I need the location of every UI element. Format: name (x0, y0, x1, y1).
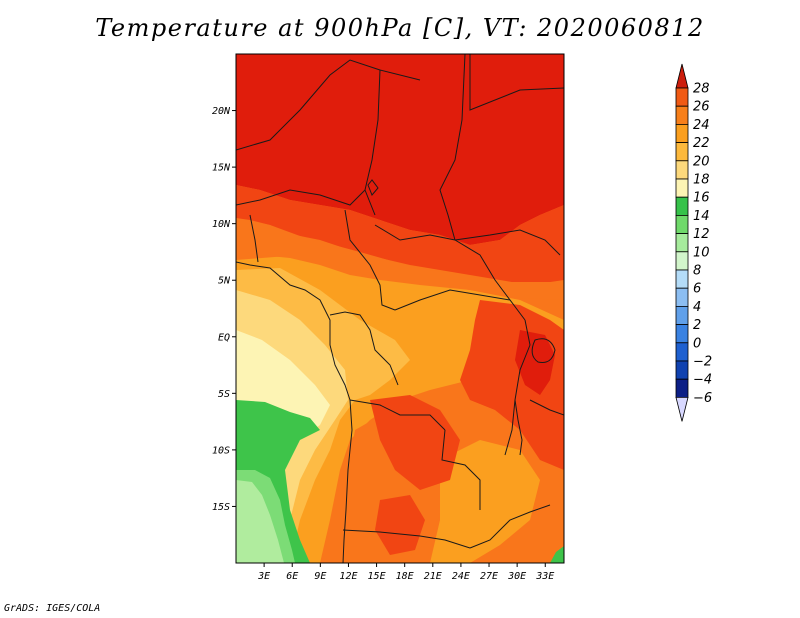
border-drc-east (504, 319, 531, 456)
border-libya-egypt (469, 54, 564, 111)
lon-tick-label: 12E (339, 571, 357, 582)
colorbar-label: 6 (693, 282, 701, 297)
lat-tick-label: 5S (218, 389, 230, 400)
colorbar-band (675, 305, 689, 325)
colorbar-band (675, 214, 689, 234)
colorbar-band (675, 196, 689, 216)
lon-tick-label: 3E (257, 571, 270, 582)
border-tanzania (529, 399, 564, 416)
colorbar-band (675, 142, 689, 162)
colorbar-label: 24 (693, 118, 710, 133)
lat-tick-label: 15S (212, 502, 230, 513)
lake-chad (367, 179, 379, 196)
colorbar-label: 26 (693, 100, 710, 115)
lat-tick-label: 10S (212, 445, 230, 456)
colorbar-band (675, 178, 689, 198)
lat-tick-label: 15N (212, 163, 231, 174)
lon-tick-label: 6E (286, 571, 298, 582)
colorbar-band (675, 124, 689, 144)
colorbar-label: 28 (693, 82, 710, 97)
colorbar-label: −2 (693, 355, 712, 370)
map-frame (235, 53, 565, 564)
border-chad-sudan (439, 54, 466, 241)
border-zambia (469, 504, 551, 549)
field-angola-22 (430, 440, 540, 563)
lat-tick-label: 5N (218, 276, 231, 287)
colorbar-bottom-arrow (675, 396, 689, 422)
field-band-26-north (236, 185, 564, 285)
border-angola-north (349, 399, 446, 431)
colorbar-label: 16 (693, 191, 710, 206)
colorbar-band (675, 160, 689, 180)
field-lakes-26 (515, 330, 555, 395)
country-borders (236, 54, 564, 563)
lat-tick-label: 10N (212, 219, 231, 230)
colorbar-band (675, 87, 689, 107)
lon-tick-label: 24E (452, 571, 470, 582)
border-cameroon (344, 209, 396, 311)
colorbar-band (675, 251, 689, 271)
colorbar-label: 20 (693, 154, 710, 169)
colorbar-band (675, 233, 689, 253)
border-south-sudan (454, 229, 561, 256)
colorbar-label: 0 (693, 336, 701, 351)
border-drc-north (394, 289, 526, 321)
field-band-24-north (236, 218, 564, 300)
colorbar-label: 2 (693, 318, 701, 333)
colorbar-label: −4 (693, 373, 712, 388)
field-south-26 (370, 395, 460, 490)
colorbar-band (675, 324, 689, 344)
field-green-se (550, 546, 564, 563)
border-congo-gabon (329, 311, 399, 386)
colorbar-label: −6 (693, 391, 712, 406)
border-nigeria (236, 189, 366, 206)
lake-victoria (531, 338, 556, 363)
colorbar-band (675, 342, 689, 362)
colorbar-label: 18 (693, 173, 710, 188)
field-north-28 (236, 54, 564, 245)
map-title: Temperature at 900hPa [C], VT: 202006081… (95, 14, 705, 42)
colorbar-top-arrow (675, 63, 689, 89)
colorbar-band (675, 287, 689, 307)
lon-tick-label: 33E (535, 571, 554, 582)
lat-tick-label: 20N (212, 106, 231, 117)
colorbar-label: 22 (693, 136, 710, 151)
colorbar-band (675, 360, 689, 380)
field-green-light (236, 480, 284, 563)
field-sw-26 (375, 495, 425, 555)
lake-tanganyika (514, 399, 523, 456)
border-benin-togo (249, 214, 259, 263)
colorbar-label: 10 (693, 245, 710, 260)
lon-tick-label: 18E (396, 571, 414, 582)
colorbar-label: 4 (693, 300, 701, 315)
lon-tick-label: 21E (424, 571, 442, 582)
colorbar-band (675, 378, 689, 398)
colorbar-band (675, 269, 689, 289)
credit-text: GrADS: IGES/COLA (4, 603, 101, 614)
lon-tick-label: 30E (507, 571, 526, 582)
colorbar-label: 14 (693, 209, 710, 224)
border-niger-chad (364, 69, 381, 216)
coastline-west (236, 261, 353, 563)
lon-tick-label: 27E (480, 571, 498, 582)
colorbar-label: 12 (693, 227, 710, 242)
border-angola-east (441, 429, 481, 510)
lon-tick-label: 9E (314, 571, 326, 582)
border-angola-south (342, 529, 471, 549)
lon-tick-label: 15E (368, 571, 386, 582)
latitude-axis: 20N 15N 10N 5N EQ 5S 10S 15S (212, 106, 236, 513)
colorbar-band (675, 105, 689, 125)
longitude-axis: 3E 6E 9E 12E 15E 18E 21E 24E 27E 30E 33E (257, 563, 554, 582)
colorbar-label: 8 (693, 264, 701, 279)
lat-tick-label: EQ (218, 332, 230, 343)
